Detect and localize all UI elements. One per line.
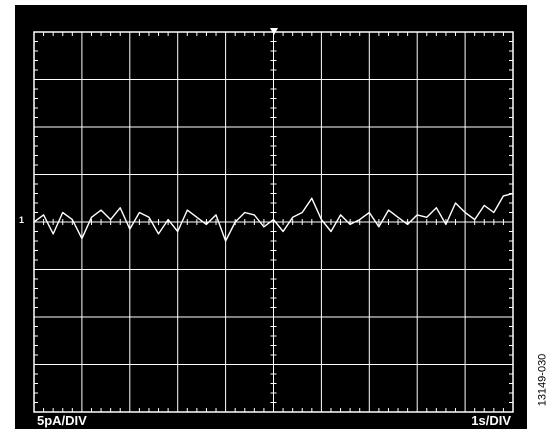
grid — [33, 31, 514, 413]
series-trace — [33, 192, 514, 242]
grid-ticks — [34, 32, 513, 412]
ground-marker-label: 1 — [19, 215, 24, 225]
x-scale-label: 1s/DIV — [471, 413, 511, 428]
trigger-marker-icon — [270, 28, 278, 35]
figure-id-label: 13149-030 — [536, 353, 549, 407]
y-scale-label: 5pA/DIV — [37, 413, 87, 428]
figure-id: 13149-030 — [530, 330, 554, 430]
